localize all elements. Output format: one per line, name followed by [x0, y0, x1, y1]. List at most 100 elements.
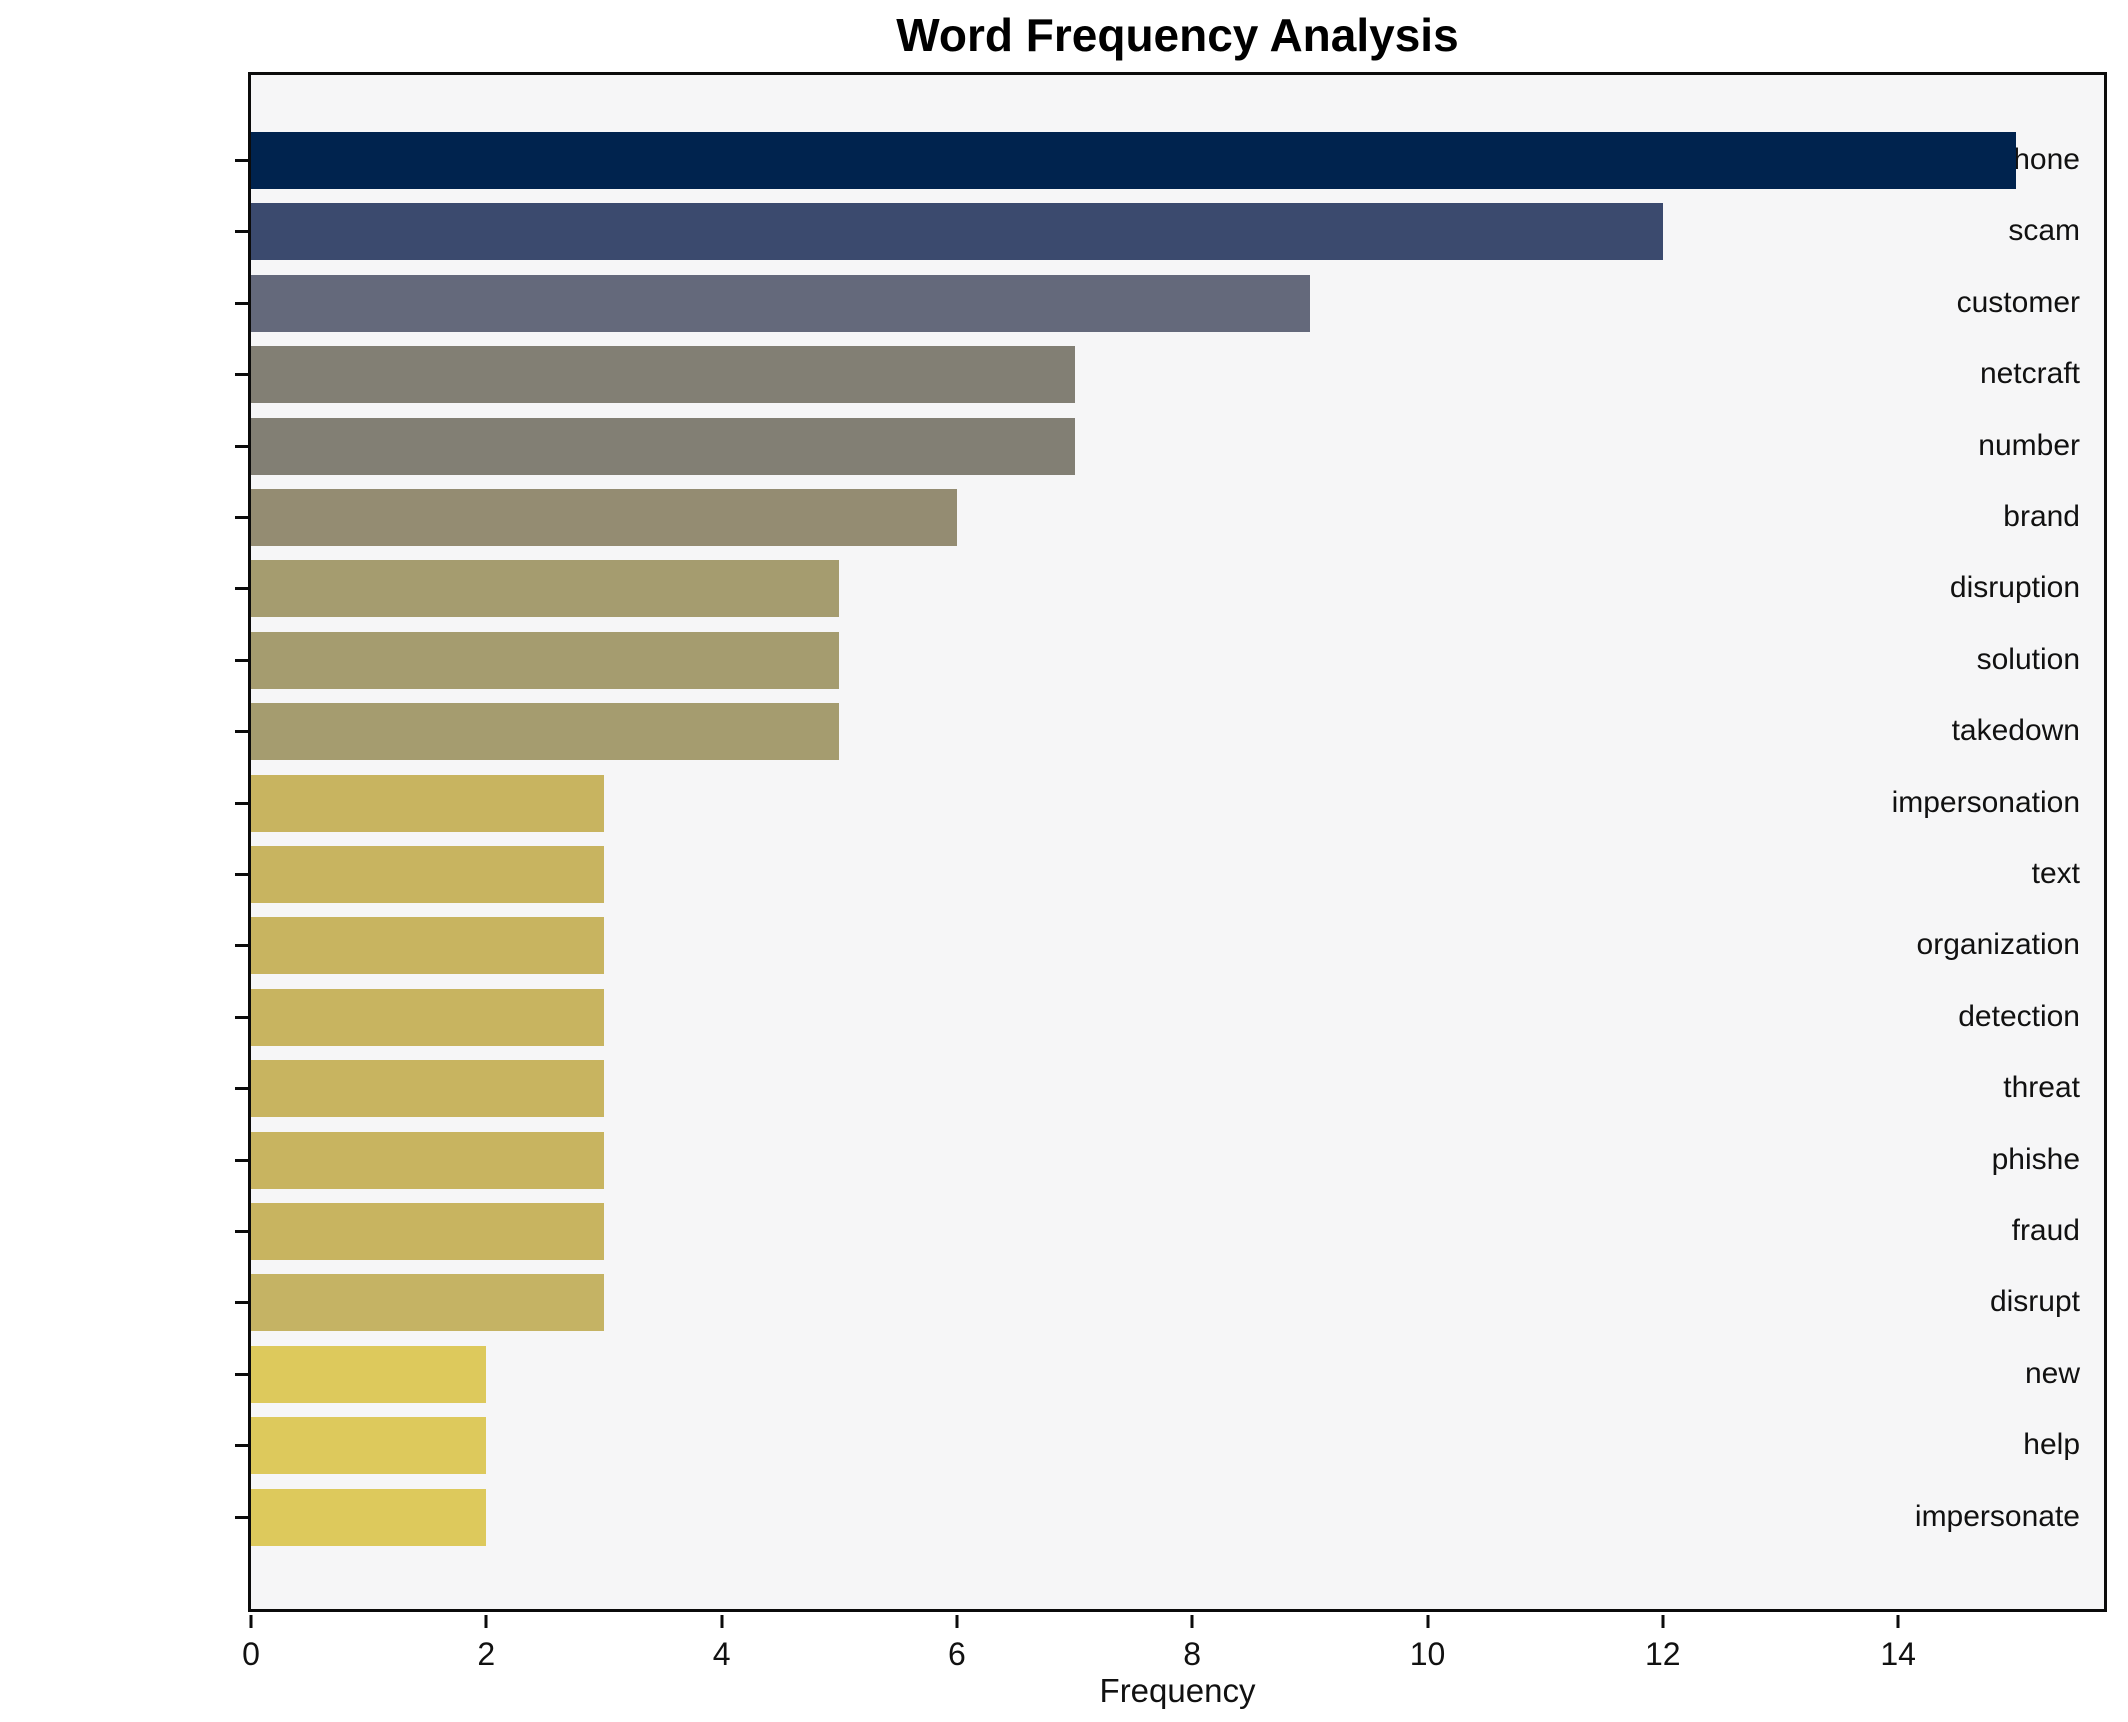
bar-takedown: [251, 703, 840, 761]
y-tick-mark: [235, 516, 248, 519]
y-tick-mark: [235, 230, 248, 234]
bar-row: phone: [235, 125, 2104, 196]
x-tick-label: 6: [947, 1636, 966, 1672]
x-tick-mark: [1190, 1615, 1194, 1628]
bar-row: impersonation: [235, 768, 2104, 839]
y-tick-mark: [235, 1158, 248, 1162]
bar-fraud: [251, 1203, 604, 1260]
bar-rows-container: phone scam customer netcraft number brand disr…: [235, 125, 2104, 1553]
y-tick-mark: [235, 1372, 248, 1376]
y-tick-mark: [235, 730, 248, 734]
bar-row: scam: [235, 196, 2104, 267]
bar-phone: [251, 132, 2016, 189]
bar-customer: [251, 274, 1310, 332]
bar-detection: [251, 988, 604, 1046]
y-tick-label: impersonation: [1891, 785, 2080, 819]
bar-impersonation: [251, 774, 604, 832]
bar-row: help: [235, 1410, 2104, 1481]
y-tick-label: impersonate: [1914, 1499, 2080, 1533]
bar-number: [251, 417, 1075, 475]
y-tick-label: new: [2024, 1356, 2080, 1390]
bar-row: number: [235, 411, 2104, 482]
x-tick-label: 0: [242, 1636, 260, 1672]
y-tick-label: threat: [2003, 1071, 2080, 1105]
bar-organization: [251, 917, 604, 975]
bar-row: fraud: [235, 1196, 2104, 1267]
y-tick-mark: [235, 1015, 248, 1019]
bar-row: customer: [235, 268, 2104, 339]
x-tick-mark: [1426, 1615, 1429, 1628]
y-tick-mark: [235, 1301, 248, 1305]
y-tick-label: number: [1978, 428, 2080, 462]
x-tick-mark: [249, 1615, 253, 1628]
x-tick-mark: [484, 1615, 488, 1628]
y-tick-label: scam: [2008, 214, 2080, 248]
x-tick-mark: [720, 1615, 724, 1628]
y-tick-mark: [235, 658, 248, 662]
y-tick-label: customer: [1956, 285, 2080, 319]
y-tick-mark: [235, 944, 248, 948]
x-tick-label: 10: [1409, 1636, 1446, 1672]
bar-row: new: [235, 1339, 2104, 1410]
y-tick-mark: [235, 801, 248, 805]
x-tick-label: 4: [712, 1636, 731, 1672]
bar-row: brand: [235, 482, 2104, 553]
y-tick-label: text: [2031, 857, 2080, 890]
y-tick-label: disrupt: [1989, 1285, 2080, 1319]
y-tick-mark: [235, 301, 248, 305]
y-tick-label: solution: [1976, 642, 2080, 676]
bar-row: text: [235, 839, 2104, 910]
bar-row: disruption: [235, 553, 2104, 624]
bar-row: organization: [235, 910, 2104, 981]
bar-threat: [251, 1060, 604, 1118]
x-tick-label: 2: [477, 1636, 496, 1672]
y-tick-label: takedown: [1951, 714, 2080, 748]
bar-netcraft: [251, 346, 1075, 404]
bar-row: disrupt: [235, 1267, 2104, 1338]
y-tick-label: organization: [1916, 928, 2080, 962]
bar-row: takedown: [235, 696, 2104, 767]
bar-row: impersonate: [235, 1482, 2104, 1553]
bar-solution: [251, 631, 840, 689]
y-tick-mark: [235, 1444, 248, 1448]
bar-brand: [251, 489, 957, 546]
x-tick-mark: [955, 1615, 959, 1628]
bar-row: phishe: [235, 1125, 2104, 1196]
y-tick-mark: [235, 444, 248, 448]
bar-text: [251, 846, 604, 903]
bar-row: netcraft: [235, 339, 2104, 410]
bar-help: [251, 1417, 487, 1475]
bar-row: threat: [235, 1053, 2104, 1124]
y-tick-label: disruption: [1949, 571, 2080, 605]
x-tick-label: 12: [1645, 1636, 1681, 1672]
y-tick-label: netcraft: [1979, 357, 2080, 391]
bar-disruption: [251, 560, 840, 618]
chart-title: Word Frequency Analysis: [896, 9, 1459, 61]
y-tick-label: fraud: [2011, 1214, 2080, 1247]
y-tick-label: brand: [2003, 500, 2080, 533]
x-tick-mark: [1661, 1615, 1665, 1628]
y-tick-mark: [235, 1087, 248, 1091]
bar-row: solution: [235, 625, 2104, 696]
y-tick-mark: [235, 587, 248, 591]
x-tick-mark: [1896, 1615, 1900, 1628]
y-tick-mark: [235, 373, 248, 377]
y-tick-label: phishe: [1991, 1142, 2080, 1176]
y-tick-mark: [235, 1515, 248, 1519]
bar-impersonate: [251, 1488, 487, 1546]
bar-scam: [251, 203, 1663, 261]
x-tick-label: 14: [1880, 1636, 1916, 1672]
bar-disrupt: [251, 1274, 604, 1332]
y-tick-label: help: [2023, 1428, 2080, 1462]
x-axis-title: Frequency: [1099, 1672, 1256, 1709]
bar-new: [251, 1345, 487, 1403]
bar-phishe: [251, 1131, 604, 1189]
y-tick-mark: [235, 1230, 248, 1233]
plot-area: phone scam customer netcraft number brand disr…: [235, 72, 2107, 1672]
y-tick-mark: [235, 873, 248, 876]
y-tick-label: detection: [1958, 999, 2080, 1033]
bar-row: detection: [235, 982, 2104, 1053]
y-tick-mark: [235, 159, 248, 162]
x-tick-label: 8: [1183, 1636, 1202, 1672]
